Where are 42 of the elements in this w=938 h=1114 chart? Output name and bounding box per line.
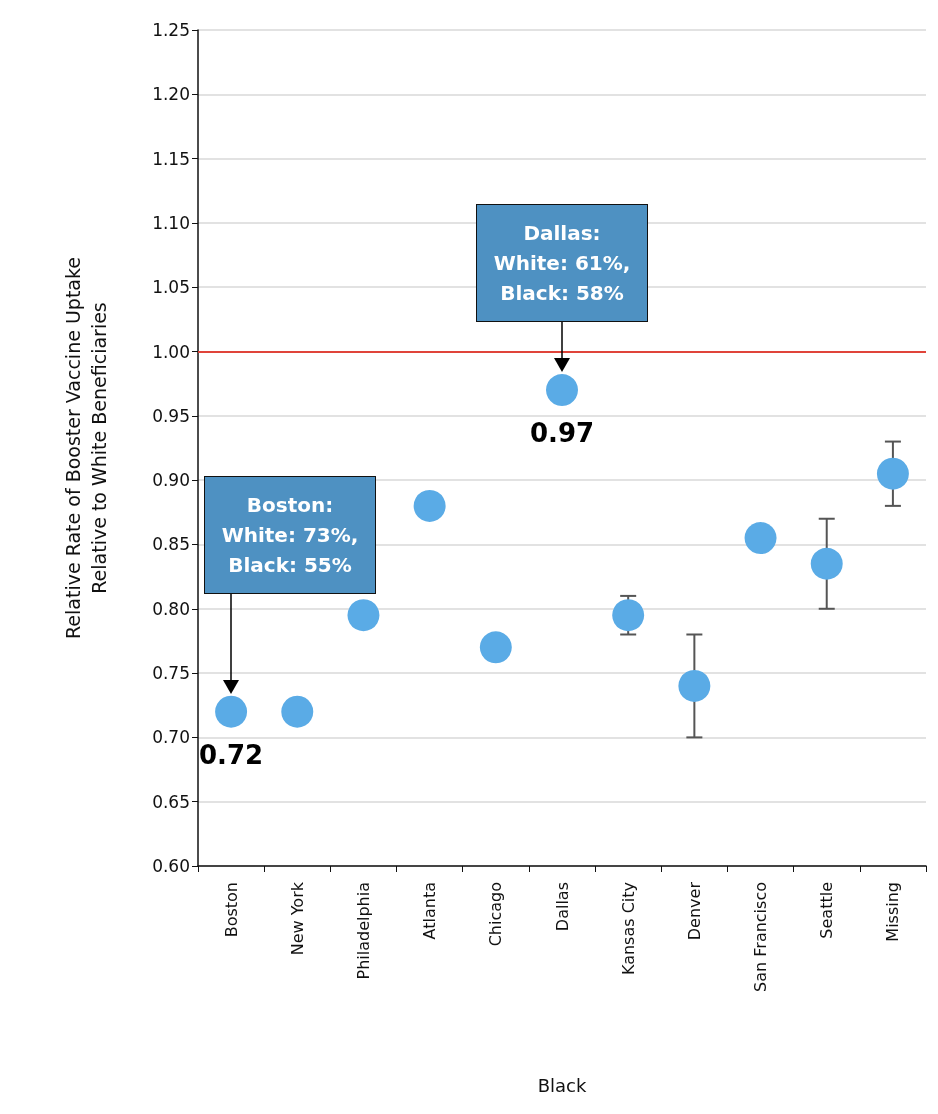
y-axis-title: Relative Rate of Booster Vaccine Uptake Relative to White Beneficiaries — [62, 257, 110, 639]
point — [810, 547, 843, 580]
y-tick-label: 1.00 — [152, 341, 190, 362]
x-tick-label: Boston — [221, 882, 241, 938]
point — [215, 695, 248, 728]
point — [876, 457, 909, 490]
y-tick-label: 0.70 — [152, 727, 190, 748]
y-tick-label: 0.65 — [152, 791, 190, 812]
y-tick-label: 1.10 — [152, 212, 190, 233]
point — [744, 522, 777, 555]
point — [678, 669, 711, 702]
x-tick-label: Chicago — [486, 882, 506, 947]
data-label: 0.72 — [199, 739, 264, 770]
x-tick-label: Seattle — [817, 882, 837, 939]
y-tick-label: 0.85 — [152, 534, 190, 555]
point — [347, 599, 380, 632]
annotation: Boston: White: 73%, Black: 55% — [204, 475, 376, 594]
y-tick-label: 0.95 — [152, 405, 190, 426]
x-tick-label: Denver — [684, 881, 704, 941]
x-tick-label: Atlanta — [420, 882, 440, 940]
y-tick-label: 0.60 — [152, 856, 190, 876]
point — [281, 695, 314, 728]
x-tick-label: Philadelphia — [353, 882, 373, 980]
x-tick-label: New York — [287, 881, 307, 956]
point — [413, 489, 446, 522]
x-tick-label: Kansas City — [618, 882, 638, 976]
x-tick-label: Dallas — [552, 882, 572, 932]
annotation: Dallas: White: 61%, Black: 58% — [476, 204, 648, 323]
y-tick-label: 0.75 — [152, 663, 190, 684]
x-tick-label: Missing — [883, 882, 903, 942]
data-label: 0.97 — [529, 418, 595, 449]
point — [479, 631, 512, 664]
y-tick-label: 1.15 — [152, 148, 190, 169]
x-tick-label: San Francisco — [751, 882, 771, 992]
y-tick-label: 1.05 — [152, 277, 190, 298]
y-tick-label: 0.80 — [152, 598, 190, 619]
point — [612, 599, 645, 632]
point — [546, 374, 578, 407]
y-tick-label: 1.25 — [152, 20, 190, 40]
y-tick-label: 0.90 — [152, 470, 190, 491]
x-axis-title: Black — [537, 1074, 587, 1096]
y-tick-label: 1.20 — [152, 84, 190, 105]
